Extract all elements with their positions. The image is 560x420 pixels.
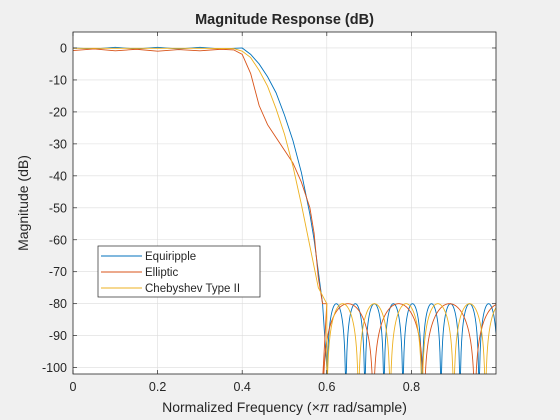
y-axis-label: Magnitude (dB) (15, 155, 31, 251)
y-tick-label: -20 (49, 105, 67, 119)
y-tick-label: -100 (42, 361, 67, 375)
legend-label-chebyshev: Chebyshev Type II (145, 283, 240, 295)
chart-title: Magnitude Response (dB) (195, 12, 374, 28)
legend-label-elliptic: Elliptic (145, 267, 178, 279)
y-tick-label: -10 (49, 73, 67, 87)
legend[interactable]: Equiripple Elliptic Chebyshev Type II (97, 245, 261, 298)
y-tick-label: -90 (49, 329, 67, 343)
axes-frame (72, 31, 497, 375)
x-axis-label-suffix: rad/sample) (329, 399, 407, 415)
y-tick-label: 0 (60, 41, 67, 55)
x-axis-label-pi: ×π (312, 399, 330, 415)
ticks: 0 0.2 0.4 0.6 0.8 0 -10 -20 -30 -40 -50 -60 -70 -80 -9… (42, 32, 496, 394)
legend-label-equiripple: Equiripple (145, 251, 196, 263)
series-line-equiripple (73, 46, 496, 374)
x-axis-label-prefix: Normalized Frequency ( (162, 399, 312, 415)
y-tick-label: -70 (49, 265, 67, 279)
x-tick-label: 0.4 (234, 380, 251, 394)
plot-area (73, 32, 496, 374)
x-tick-label: 0.8 (403, 380, 420, 394)
series-line-chebyshev-type-ii (73, 47, 496, 374)
y-tick-label: -50 (49, 201, 67, 215)
series-layer (73, 46, 496, 374)
y-tick-label: -30 (49, 137, 67, 151)
x-tick-label: 0.2 (149, 380, 166, 394)
y-tick-label: -60 (49, 233, 67, 247)
x-axis-label: Normalized Frequency (×π rad/sample) (162, 399, 407, 415)
x-tick-label: 0 (70, 380, 77, 394)
y-tick-label: -40 (49, 169, 67, 183)
y-tick-label: -80 (49, 297, 67, 311)
x-tick-label: 0.6 (318, 380, 335, 394)
